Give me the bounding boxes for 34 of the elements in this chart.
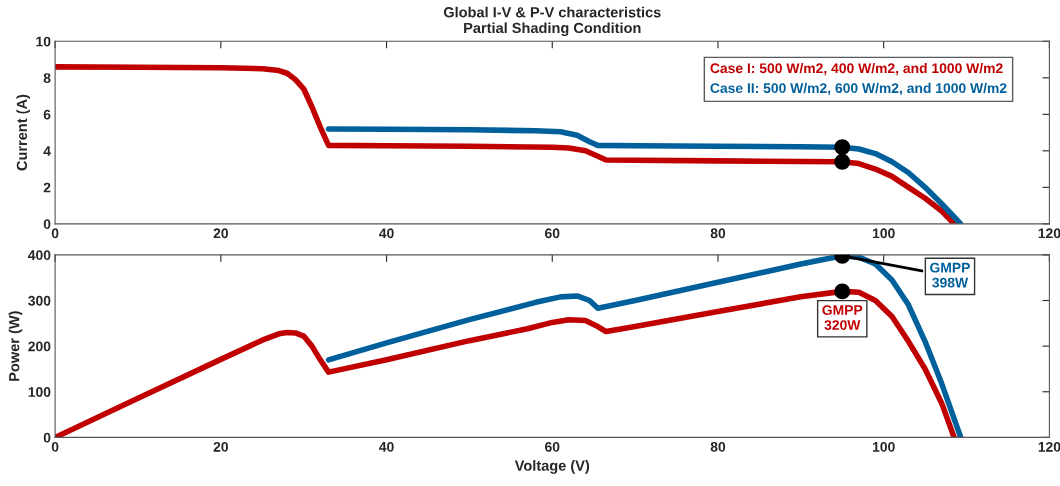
text: Case II: 500 W/m2, 600 W/m2, and 1000 W/m2	[710, 82, 1007, 96]
annotation: GMPP 320W	[822, 305, 863, 330]
y-axis-title: Current (A)	[16, 94, 30, 171]
x-tick-label: 40	[379, 228, 394, 239]
chart-subtitle: Partial Shading Condition	[464, 22, 641, 37]
x-tick-label: 0	[51, 228, 59, 239]
y-tick-label: 2	[43, 182, 51, 193]
x-tick-label: 120	[1038, 441, 1060, 452]
text: Case I: 500 W/m2, 400 W/m2, and 1000 W/m2	[710, 62, 1003, 76]
annotation: GMPP 398W	[930, 262, 970, 288]
y-axis-title: Power (W)	[8, 311, 23, 381]
x-tick-label: 120	[1038, 228, 1060, 239]
x-tick-label: 100	[872, 441, 895, 452]
x-tick-label: 100	[872, 228, 895, 239]
y-tick-label: 8	[43, 73, 51, 83]
y-tick-label: 0	[43, 219, 51, 230]
y-tick-label: 10	[36, 36, 51, 47]
x-tick-label: 20	[213, 228, 228, 239]
x-tick-label: 0	[51, 441, 59, 452]
x-tick-label: 80	[710, 441, 726, 452]
y-tick-label: 100	[28, 387, 51, 397]
x-tick-label: 80	[710, 228, 726, 239]
chart-title: Global I-V & P-V characteristics	[443, 6, 661, 18]
x-tick-label: 60	[545, 228, 560, 239]
y-tick-label: 6	[43, 109, 51, 120]
y-tick-label: 4	[43, 146, 51, 156]
x-tick-label: 20	[213, 441, 228, 452]
x-tick-label: 40	[379, 441, 394, 452]
y-tick-label: 400	[27, 250, 51, 261]
y-tick-label: 0	[43, 432, 51, 443]
y-tick-label: 300	[28, 295, 51, 306]
x-axis-title: Voltage (V)	[514, 460, 590, 474]
y-tick-label: 200	[28, 341, 51, 352]
x-tick-label: 60	[545, 441, 560, 452]
